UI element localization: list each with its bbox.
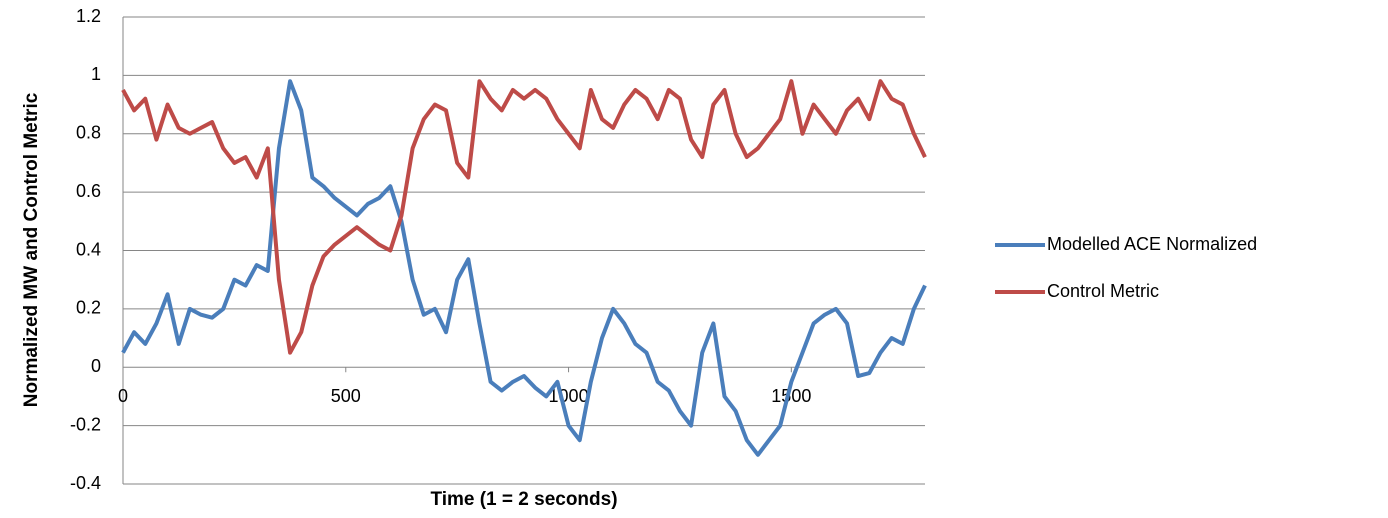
y-tick-label: 0.6 <box>76 181 101 201</box>
line-series <box>121 79 927 457</box>
x-tick-label: 1000 <box>549 386 589 406</box>
y-tick-label: 1.2 <box>76 6 101 26</box>
y-tick-label: 0.4 <box>76 239 101 259</box>
x-tick-label: 1500 <box>771 386 811 406</box>
x-tick-label: 0 <box>118 386 128 406</box>
y-tick-label: 1 <box>91 64 101 84</box>
y-tick-label: 0 <box>91 356 101 376</box>
y-axis-label: Normalized MW and Control Metric <box>21 92 42 407</box>
y-tick-label: -0.2 <box>70 414 101 434</box>
legend-label: Modelled ACE Normalized <box>1047 234 1257 254</box>
y-tick-label: 0.2 <box>76 298 101 318</box>
x-axis-label: Time (1 = 2 seconds) <box>430 489 617 510</box>
line-series <box>121 79 927 355</box>
y-tick-label: 0.8 <box>76 123 101 143</box>
x-tick-label: 500 <box>331 386 361 406</box>
y-tick-label: -0.4 <box>70 473 101 493</box>
legend-label: Control Metric <box>1047 281 1159 301</box>
